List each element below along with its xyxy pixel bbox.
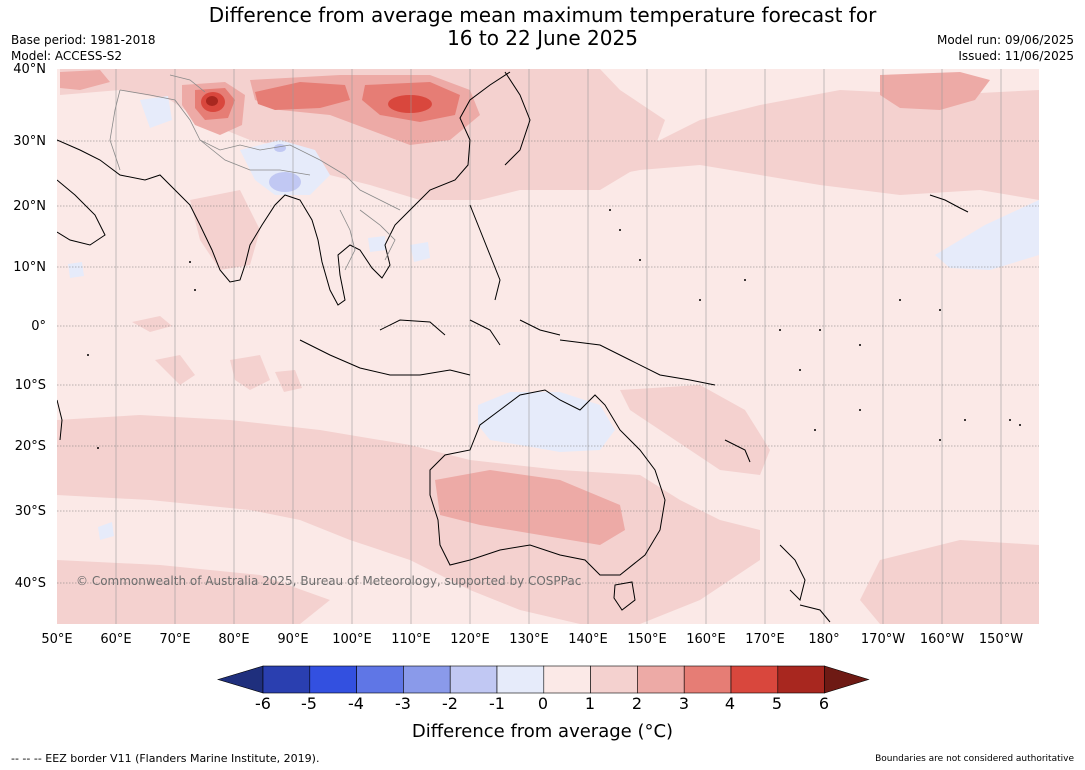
title-line-1: Difference from average mean maximum tem… <box>208 3 877 27</box>
pacific-islands <box>87 209 1021 449</box>
issued-date: Issued: 11/06/2025 <box>958 49 1074 63</box>
lon-label-170w: 170°W <box>860 632 906 647</box>
colorbar-swatch <box>449 665 498 694</box>
colorbar-tick: 1 <box>584 694 596 713</box>
colorbar-tick: -2 <box>442 694 458 713</box>
lon-label-160w: 160°W <box>919 632 965 647</box>
lat-label-0: 0° <box>31 319 46 334</box>
colorbar-swatch <box>309 665 357 694</box>
colorbar-tick: -1 <box>489 694 505 713</box>
colorbar-tick: 6 <box>818 694 830 713</box>
model-run: Model run: 09/06/2025 <box>936 33 1074 47</box>
colorbar-swatch <box>777 665 825 694</box>
lon-label-160e: 160°E <box>686 632 726 647</box>
lon-label-150e: 150°E <box>627 632 667 647</box>
lat-label-20s: 20°S <box>14 439 46 454</box>
lon-label-110e: 110°E <box>391 632 431 647</box>
country-borders <box>109 74 401 271</box>
colorbar-tick: -5 <box>301 694 317 713</box>
map-area <box>57 69 1039 624</box>
lon-label-70e: 70°E <box>159 632 191 647</box>
colorbar-extend-min <box>216 665 264 694</box>
copyright-notice: © Commonwealth of Australia 2025, Bureau… <box>76 574 582 588</box>
base-period: Base period: 1981-2018 <box>11 33 156 47</box>
lon-label-100e: 100°E <box>332 632 372 647</box>
gridlines <box>115 69 1002 624</box>
coastlines <box>57 71 969 623</box>
colorbar-swatch <box>496 665 545 694</box>
colorbar-tick: -4 <box>348 694 364 713</box>
lon-label-140e: 140°E <box>568 632 608 647</box>
colorbar-tick: -6 <box>255 694 271 713</box>
colorbar-swatch <box>730 665 779 694</box>
colorbar-extend-max <box>824 665 870 694</box>
lon-label-120e: 120°E <box>450 632 490 647</box>
lat-label-20n: 20°N <box>13 199 46 214</box>
lat-label-40n: 40°N <box>13 62 46 77</box>
lat-label-40s: 40°S <box>14 576 46 591</box>
colorbar-tick: 4 <box>724 694 736 713</box>
colorbar-swatch <box>403 665 451 694</box>
colorbar-tick: -3 <box>395 694 411 713</box>
lon-label-80e: 80°E <box>218 632 250 647</box>
map-title: Difference from average mean maximum tem… <box>0 4 1085 50</box>
lon-label-90e: 90°E <box>277 632 309 647</box>
meta-left: Base period: 1981-2018 Model: ACCESS-S2 <box>11 32 156 64</box>
colorbar-tick: 3 <box>678 694 690 713</box>
boundaries-disclaimer: Boundaries are not considered authoritat… <box>875 754 1074 764</box>
lon-label-180: 180° <box>808 632 840 647</box>
colorbar-swatch <box>637 665 685 694</box>
lat-label-30s: 30°S <box>14 504 46 519</box>
title-line-2: 16 to 22 June 2025 <box>447 26 638 50</box>
colorbar-swatch <box>356 665 404 694</box>
lon-label-60e: 60°E <box>100 632 132 647</box>
anomaly-5-6-areas <box>206 96 218 106</box>
model-name: Model: ACCESS-S2 <box>11 49 123 63</box>
lat-label-10s: 10°S <box>14 378 46 393</box>
colorbar-tick: 0 <box>537 694 549 713</box>
lon-label-50e: 50°E <box>41 632 73 647</box>
colorbar-swatch <box>543 665 591 694</box>
colorbar-swatch <box>590 665 638 694</box>
lat-label-30n: 30°N <box>13 134 46 149</box>
colorbar-swatch <box>262 665 311 694</box>
colorbar-swatch <box>683 665 732 694</box>
colorbar-label: Difference from average (°C) <box>411 721 674 742</box>
lon-label-130e: 130°E <box>509 632 549 647</box>
colorbar-tick: 5 <box>771 694 783 713</box>
meta-right: Model run: 09/06/2025 Issued: 11/06/2025 <box>937 32 1074 64</box>
lon-label-150w: 150°W <box>978 632 1024 647</box>
colorbar-tick: 2 <box>631 694 643 713</box>
anomaly-cool-areas <box>68 96 1039 540</box>
colorbar <box>216 665 870 694</box>
lat-label-10n: 10°N <box>13 260 46 275</box>
lon-label-170e: 170°E <box>745 632 785 647</box>
eez-legend-note: -- -- -- EEZ border V11 (Flanders Marine… <box>11 752 320 765</box>
